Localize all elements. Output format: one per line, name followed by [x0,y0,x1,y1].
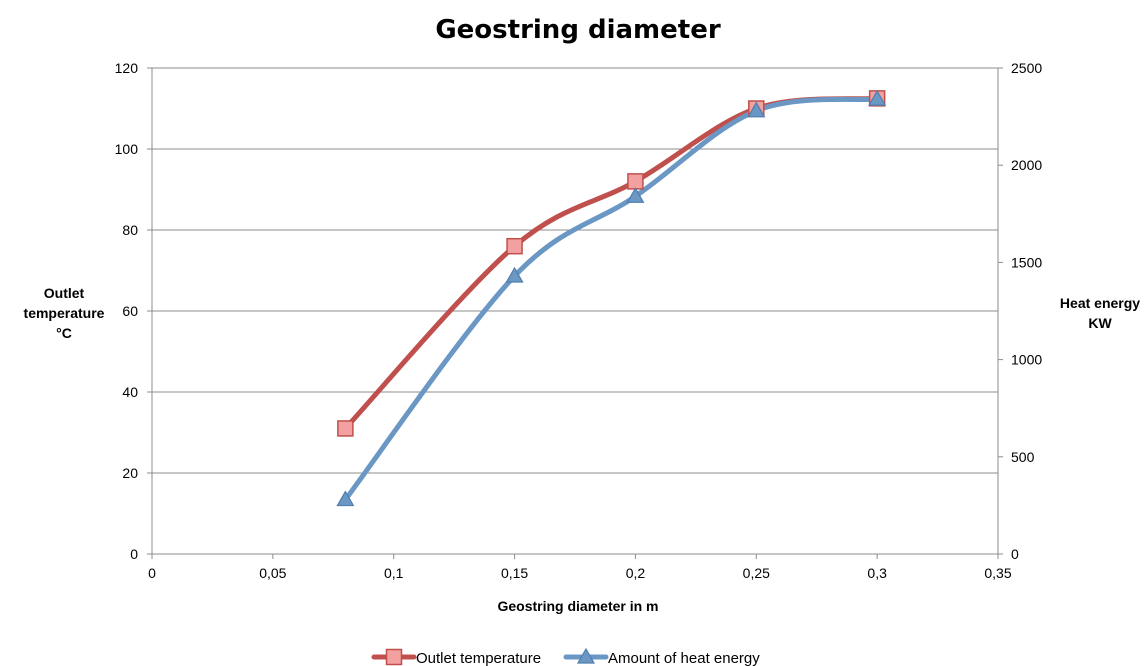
data-point-heat-energy [747,101,766,118]
y2-tick-label: 2000 [1011,157,1042,173]
y-tick-label: 100 [115,141,139,157]
series [342,95,880,503]
x-tick-label: 0,3 [867,565,887,581]
y2-axis-title-line: KW [1088,315,1112,331]
y-tick-label: 120 [115,60,139,76]
y2-tick-label: 2500 [1011,60,1042,76]
x-tick-label: 0,05 [259,565,286,581]
y-axis-title: Outlet temperature °C [24,285,105,341]
data-point-heat-energy [336,490,355,507]
y-tick-label: 80 [122,222,138,238]
series-line-outlet-temperature [342,95,880,431]
x-axis-title: Geostring diameter in m [497,598,658,614]
y-tick-label: 40 [122,384,138,400]
axes: 0 0,05 0,1 0,15 0,2 0,25 0,3 0,3502040608010012… [115,60,1043,581]
y-axis-title-line: Outlet [44,285,85,301]
chart-title: Geostring diameter [435,15,721,45]
markers [336,89,887,507]
y-axis-title-line: temperature [24,305,105,321]
gridlines [152,67,998,474]
data-point-heat-energy [626,187,645,203]
x-tick-label: 0,1 [384,565,404,581]
legend-label: Amount of heat energy [608,650,760,666]
y-tick-label: 60 [122,303,138,319]
y2-axis-title: Heat energy KW [1060,295,1140,331]
x-tick-label: 0,2 [626,565,646,581]
data-point-outlet-temperature [627,173,644,190]
legend: Outlet temperature Amount of heat energy [371,647,760,666]
y-tick-label: 0 [130,546,138,562]
x-tick-label: 0 [148,565,156,581]
y-tick-label: 20 [122,465,138,481]
y2-tick-label: 500 [1011,449,1035,465]
y-axis-title-line: °C [56,325,72,341]
data-point-outlet-temperature [337,420,354,437]
y2-tick-label: 1000 [1011,352,1042,368]
legend-swatch-marker [576,647,596,664]
x-tick-label: 0,35 [984,565,1011,581]
y2-axis-title-line: Heat energy [1060,295,1140,311]
legend-swatch-marker [385,648,403,666]
legend-label: Outlet temperature [416,650,541,666]
y2-tick-label: 0 [1011,546,1019,562]
x-tick-label: 0,25 [743,565,770,581]
x-tick-label: 0,15 [501,565,528,581]
data-point-heat-energy [505,266,524,283]
series-line-heat-energy [342,96,880,503]
data-point-outlet-temperature [506,237,523,255]
data-point-heat-energy [868,89,887,106]
y2-tick-label: 1500 [1011,254,1042,270]
